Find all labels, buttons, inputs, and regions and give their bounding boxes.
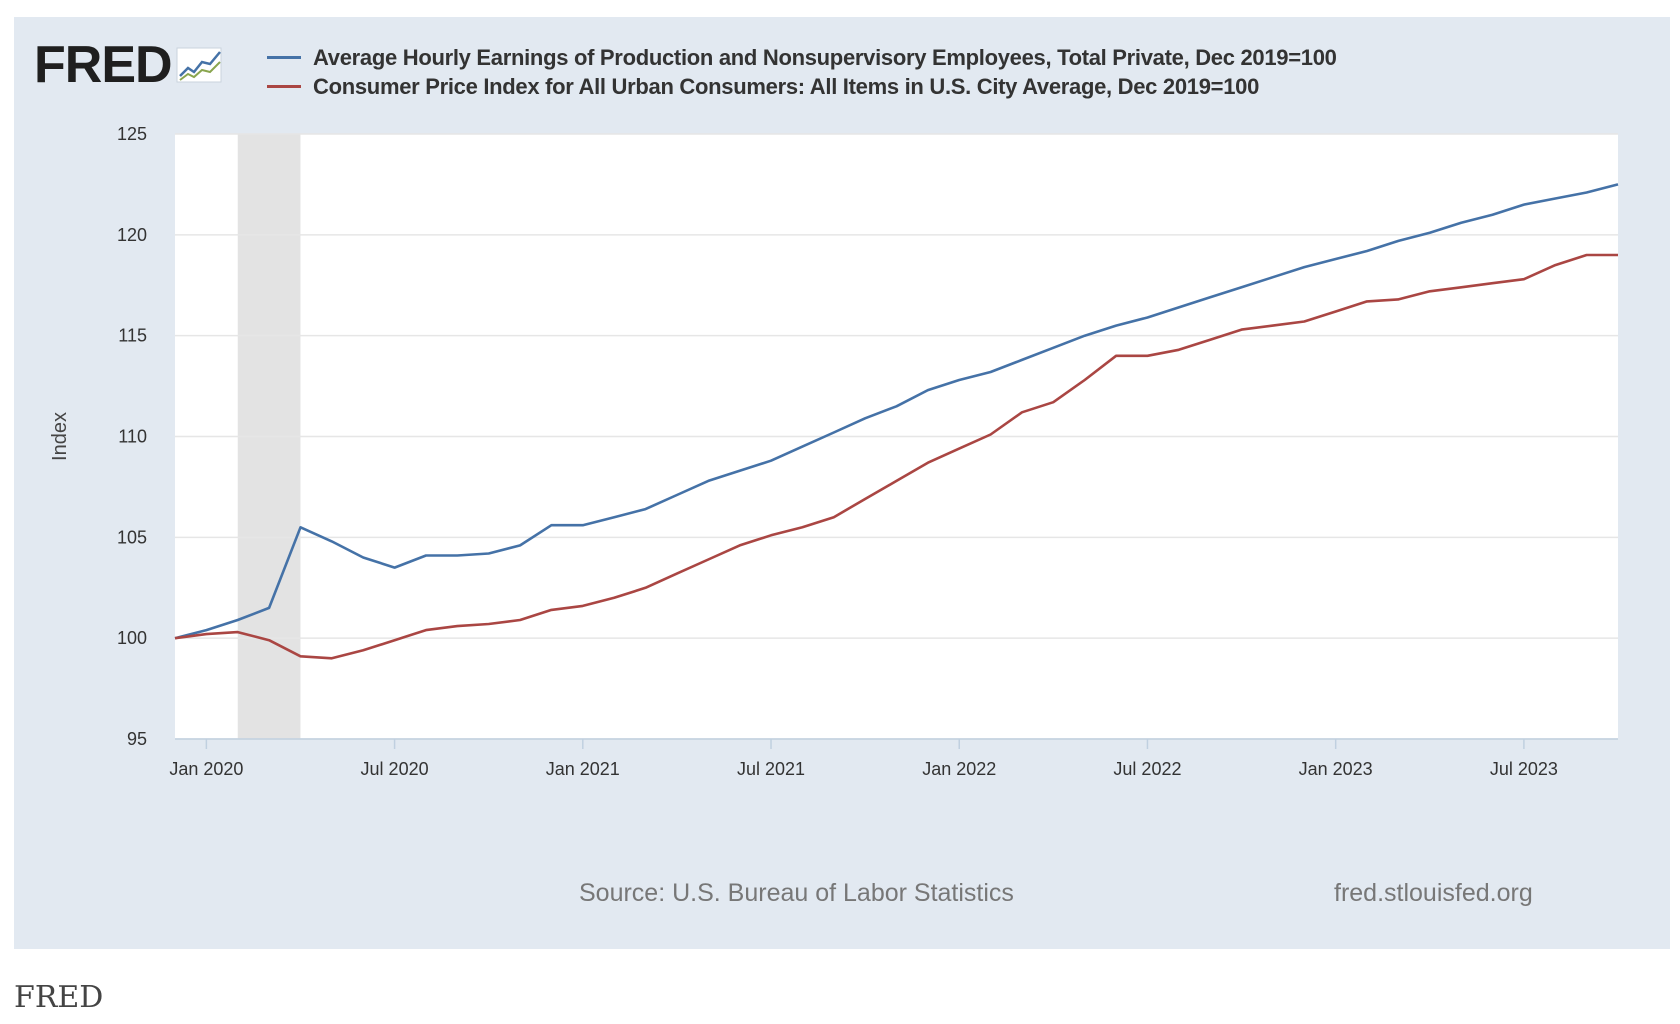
x-tick-label: Jul 2021: [737, 759, 805, 779]
site-link[interactable]: fred.stlouisfed.org: [1334, 879, 1533, 907]
chart-graph-icon: [176, 47, 222, 83]
x-tick-label: Jan 2023: [1299, 759, 1373, 779]
fred-logo[interactable]: FRED: [34, 35, 224, 95]
y-tick-label: 95: [127, 729, 147, 749]
legend-label-earnings: Average Hourly Earnings of Production an…: [313, 44, 1337, 70]
legend-swatch-earnings: [267, 56, 301, 59]
legend-label-cpi: Consumer Price Index for All Urban Consu…: [313, 73, 1260, 99]
x-tick-label: Jul 2023: [1490, 759, 1558, 779]
y-tick-label: 100: [117, 628, 147, 648]
series-line-cpi[interactable]: [174, 253, 1618, 660]
y-tick-label: 105: [117, 527, 147, 547]
legend-swatch-cpi: [267, 85, 301, 88]
x-tick-label: Jan 2021: [546, 759, 620, 779]
x-tick-label: Jan 2020: [169, 759, 243, 779]
source-credit: Source: U.S. Bureau of Labor Statistics: [579, 879, 1014, 907]
x-tick-label: Jan 2022: [922, 759, 996, 779]
legend: Average Hourly Earnings of Production an…: [267, 43, 1337, 101]
legend-item-cpi[interactable]: Consumer Price Index for All Urban Consu…: [267, 72, 1337, 101]
chart-frame: FRED Average Hourly Earnings of Producti…: [14, 17, 1670, 949]
series-line-earnings[interactable]: [174, 183, 1619, 640]
y-axis-title: Index: [49, 412, 71, 461]
y-tick-label: 125: [117, 124, 147, 144]
x-tick-label: Jul 2022: [1113, 759, 1181, 779]
y-tick-label: 120: [117, 225, 147, 245]
line-chart: 95 100 105 110 115 120 125 Jan 2020 Jul 2020 Jan …: [49, 124, 1619, 779]
y-tick-label: 110: [118, 427, 147, 447]
y-tick-label: 115: [118, 326, 147, 346]
fred-logo-text: FRED: [34, 36, 173, 94]
legend-item-earnings[interactable]: Average Hourly Earnings of Production an…: [267, 43, 1337, 72]
x-tick-label: Jul 2020: [361, 759, 429, 779]
image-caption: FRED: [14, 980, 104, 1015]
